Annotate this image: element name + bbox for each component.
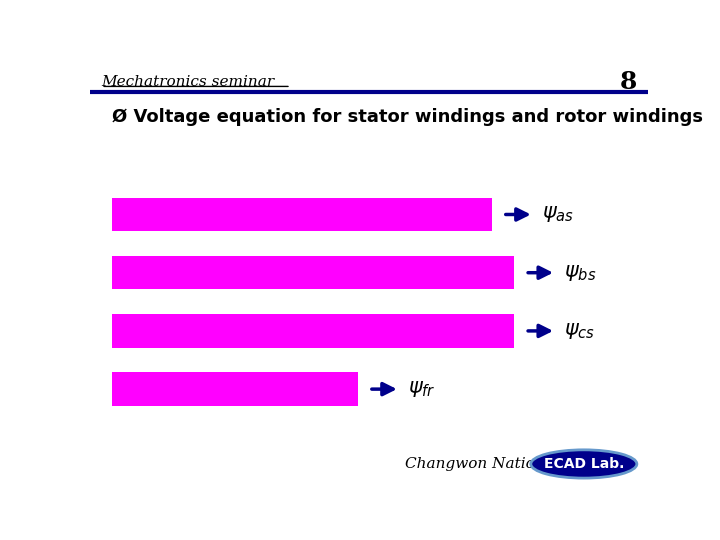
Bar bbox=[112, 314, 514, 348]
Bar bbox=[112, 198, 492, 231]
Text: Changwon National Univ.: Changwon National Univ. bbox=[405, 457, 603, 471]
Text: $\psi_{fr}$: $\psi_{fr}$ bbox=[408, 379, 436, 399]
Bar bbox=[112, 373, 358, 406]
Text: ECAD Lab.: ECAD Lab. bbox=[544, 457, 624, 471]
Text: $\psi_{cs}$: $\psi_{cs}$ bbox=[564, 321, 595, 341]
Text: $\psi_{as}$: $\psi_{as}$ bbox=[542, 205, 574, 225]
Bar bbox=[112, 256, 514, 289]
Text: Mechatronics seminar: Mechatronics seminar bbox=[101, 75, 274, 89]
Ellipse shape bbox=[531, 450, 636, 478]
Text: $\psi_{bs}$: $\psi_{bs}$ bbox=[564, 262, 597, 283]
Text: 8: 8 bbox=[619, 70, 637, 94]
Text: Ø Voltage equation for stator windings and rotor windings: Ø Voltage equation for stator windings a… bbox=[112, 108, 703, 126]
